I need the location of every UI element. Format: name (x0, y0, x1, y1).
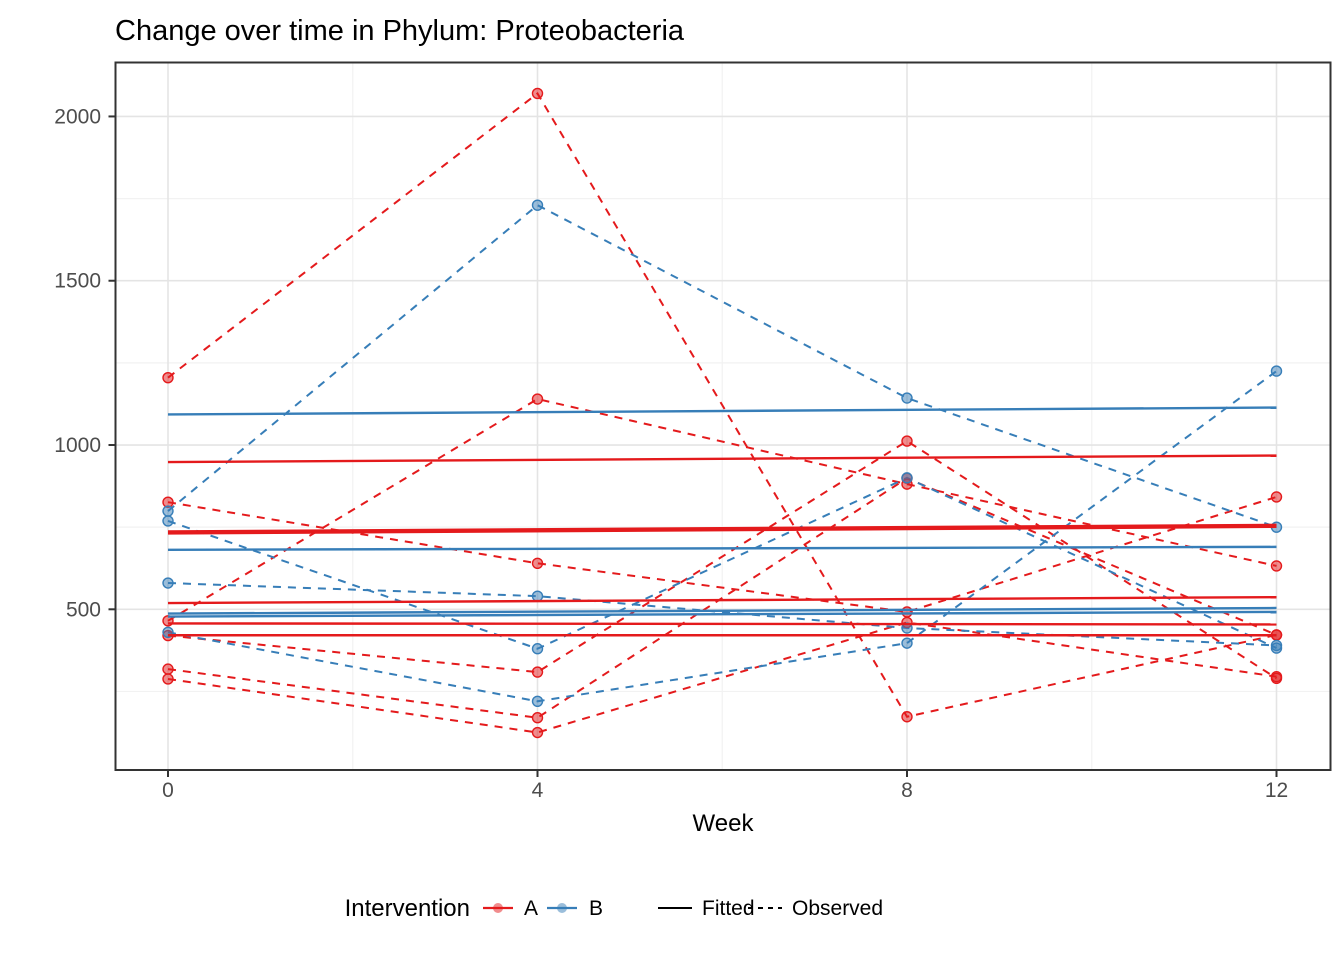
fitted-line-A1 (167, 454, 1277, 464)
observed-point-B1-week-0 (162, 505, 174, 517)
observed-point-B4-week-8 (901, 637, 913, 649)
legend-key-point-a (493, 903, 503, 913)
observed-line-A3 (167, 397, 1277, 622)
panel-border-layer (114, 61, 1332, 771)
legend-title: Intervention (345, 895, 470, 922)
axis-ticks-layer: 500 1000 1500 2000 0 4 8 12 (54, 105, 1288, 802)
observed-point-A2-week-8 (901, 606, 913, 618)
legend-label-b: B (589, 897, 603, 920)
observed-point-B3-week-0 (162, 577, 174, 589)
fitted-line-B4 (167, 610, 1277, 618)
fitted-lines-layer (167, 406, 1277, 637)
observed-point-B1-week-8 (901, 392, 913, 404)
observed-line-A6 (167, 621, 1277, 734)
observed-line-B2 (167, 476, 1277, 650)
fitted-line-A3 (167, 525, 1277, 535)
fitted-line-B1 (167, 406, 1277, 416)
x-tick-label: 0 (162, 779, 174, 802)
y-tick-label: 500 (66, 598, 101, 621)
fitted-line-A2 (167, 523, 1277, 533)
observed-point-A5-week-4 (531, 712, 544, 724)
observed-point-A6-week-4 (531, 726, 544, 739)
observed-point-B1-week-4 (531, 199, 544, 211)
observed-line-B3 (167, 582, 1277, 647)
observed-point-A3-week-12 (1270, 560, 1283, 572)
y-tick-label: 2000 (54, 105, 101, 128)
fitted-line-A5 (167, 622, 1277, 626)
legend: Intervention A B Fitted Observed (345, 895, 883, 922)
observed-point-A4-week-8 (901, 435, 913, 447)
data-points-layer (162, 87, 1283, 739)
y-tick-label: 1000 (54, 434, 101, 457)
x-tick-label: 12 (1265, 779, 1288, 802)
legend-label-fitted: Fitted (702, 897, 755, 920)
observed-point-A3-week-4 (531, 393, 544, 405)
legend-label-a: A (524, 897, 538, 920)
observed-point-B4-week-12 (1270, 365, 1283, 377)
observed-line-B4 (167, 370, 1278, 703)
x-tick-label: 4 (532, 779, 544, 802)
y-tick-label: 1500 (54, 270, 101, 293)
x-axis-title: Week (693, 810, 755, 837)
observed-point-A2-week-4 (531, 557, 544, 570)
observed-line-A1 (167, 91, 1277, 718)
legend-key-point-b (557, 903, 567, 913)
fitted-line-B3 (167, 606, 1277, 615)
observed-point-B2-week-0 (162, 515, 174, 527)
observed-line-A4 (167, 439, 1278, 680)
observed-point-A5-week-0 (162, 663, 174, 675)
observed-point-A6-week-12 (1270, 670, 1283, 683)
fitted-line-B2 (167, 545, 1277, 552)
legend-label-observed: Observed (792, 897, 883, 920)
panel-background (115, 62, 1331, 770)
observed-point-A6-week-0 (162, 673, 174, 685)
observed-line-A5 (167, 477, 1277, 719)
fitted-line-A4 (167, 595, 1277, 605)
observed-point-A1-week-8 (901, 711, 913, 723)
observed-point-A4-week-4 (531, 666, 544, 678)
observed-point-A1-week-4 (531, 87, 544, 100)
observed-point-B2-week-4 (531, 643, 544, 655)
observed-point-A1-week-0 (162, 371, 174, 384)
x-tick-label: 8 (901, 779, 913, 802)
observed-point-B3-week-4 (531, 590, 544, 602)
observed-point-B3-week-12 (1270, 639, 1283, 652)
observed-point-B2-week-8 (901, 472, 913, 484)
observed-point-B4-week-4 (531, 695, 544, 707)
chart-title: Change over time in Phylum: Proteobacter… (115, 15, 685, 47)
plot-panel (115, 62, 1331, 770)
panel-border (114, 61, 1332, 771)
observed-point-A2-week-12 (1270, 491, 1283, 503)
